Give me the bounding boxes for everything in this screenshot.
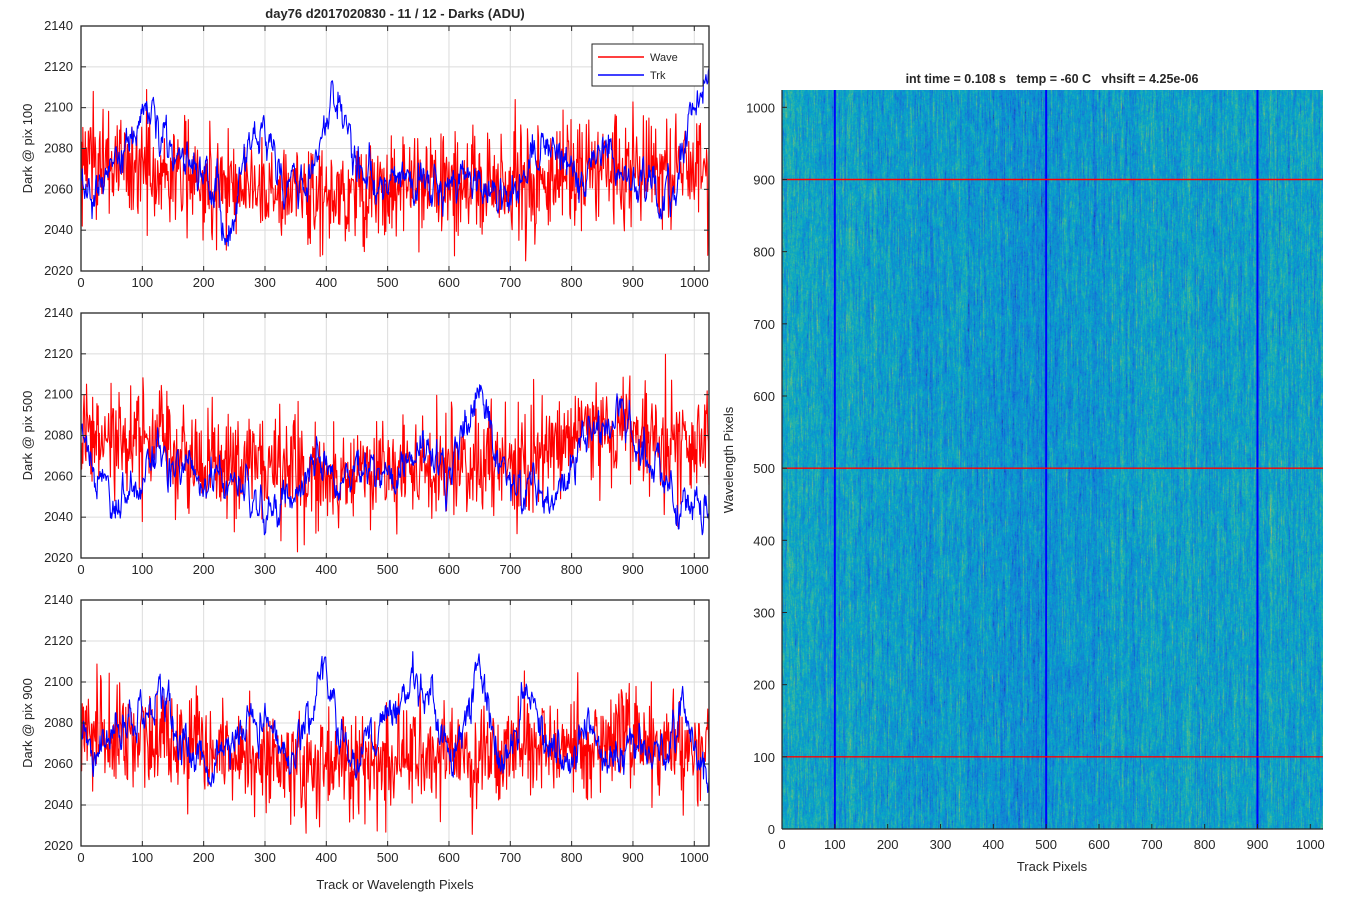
x-tick-label: 0 <box>77 850 84 865</box>
x-tick-label: 400 <box>315 275 337 290</box>
y-tick-label: 2100 <box>44 100 73 115</box>
dark-pix-500-plot: 0 100 200 300 400 500 600 700 800 900 1000 2020 2040… <box>20 305 710 577</box>
legend-box <box>591 43 704 87</box>
x-tick-label: 700 <box>499 562 521 577</box>
x-tick-label: 800 <box>561 562 583 577</box>
x-tick-label: 100 <box>131 850 153 865</box>
heatmap-y-axis-label: Wavelength Pixels <box>721 406 736 513</box>
y-tick-label: 2120 <box>44 346 73 361</box>
x-tick-label: 300 <box>930 837 952 852</box>
x-tick-label: 900 <box>622 275 644 290</box>
x-tick-label: 500 <box>377 562 399 577</box>
y-tick-label: 2080 <box>44 715 73 730</box>
y-tick-label: 2140 <box>44 305 73 320</box>
y-tick-label: 2040 <box>44 222 73 237</box>
y-tick-label: 700 <box>753 317 775 332</box>
y-axis-label: Dark @ pix 900 <box>20 678 35 768</box>
x-tick-label: 600 <box>1088 837 1110 852</box>
series-wave-line <box>80 89 710 262</box>
y-tick-label: 2140 <box>44 592 73 607</box>
y-axis-label: Dark @ pix 500 <box>20 391 35 481</box>
y-tick-label: 2060 <box>44 181 73 196</box>
y-tick-label: 2040 <box>44 797 73 812</box>
x-tick-label: 1000 <box>680 275 709 290</box>
x-tick-label: 200 <box>193 562 215 577</box>
y-tick-label: 2060 <box>44 756 73 771</box>
y-tick-label: 2020 <box>44 838 73 853</box>
y-tick-label: 2080 <box>44 141 73 156</box>
x-tick-label: 200 <box>877 837 899 852</box>
x-tick-label: 0 <box>77 562 84 577</box>
y-tick-label: 2140 <box>44 18 73 33</box>
legend-trk-label: Trk <box>650 70 666 82</box>
y-tick-label: 2020 <box>44 263 73 278</box>
x-tick-label: 400 <box>315 562 337 577</box>
y-tick-label: 2120 <box>44 633 73 648</box>
x-tick-label: 100 <box>131 275 153 290</box>
x-tick-label: 300 <box>254 562 276 577</box>
legend-wave-label: Wave <box>650 52 678 64</box>
x-tick-label: 1000 <box>680 850 709 865</box>
left-x-axis-label: Track or Wavelength Pixels <box>316 877 474 892</box>
y-tick-label: 2100 <box>44 387 73 402</box>
y-tick-label: 800 <box>753 245 775 260</box>
x-tick-label: 300 <box>254 850 276 865</box>
y-tick-label: 900 <box>753 172 775 187</box>
x-tick-label: 700 <box>499 850 521 865</box>
x-tick-label: 500 <box>1035 837 1057 852</box>
heatmap-x-axis-label: Track Pixels <box>1017 859 1088 874</box>
x-tick-label: 100 <box>824 837 846 852</box>
x-tick-label: 500 <box>377 275 399 290</box>
x-tick-label: 900 <box>1247 837 1269 852</box>
x-tick-label: 800 <box>561 275 583 290</box>
x-tick-label: 600 <box>438 275 460 290</box>
y-tick-label: 2060 <box>44 468 73 483</box>
x-tick-label: 600 <box>438 850 460 865</box>
x-tick-label: 1000 <box>1296 837 1325 852</box>
y-tick-label: 1000 <box>746 100 775 115</box>
series-trk-line <box>80 68 710 247</box>
x-tick-label: 600 <box>438 562 460 577</box>
heatmap-title: int time = 0.108 s temp = -60 C vhsift =… <box>906 72 1199 86</box>
heatmap-image <box>782 90 1323 829</box>
series-trk-line <box>80 384 710 536</box>
legend[interactable]: Wave Trk <box>591 43 704 87</box>
x-tick-label: 900 <box>622 562 644 577</box>
y-tick-label: 400 <box>753 533 775 548</box>
x-tick-label: 200 <box>193 275 215 290</box>
x-tick-label: 300 <box>254 275 276 290</box>
x-tick-label: 0 <box>77 275 84 290</box>
x-tick-label: 1000 <box>680 562 709 577</box>
y-tick-label: 300 <box>753 605 775 620</box>
dark-frame-heatmap: 0 100 200 300 400 500 600 700 800 900 1000 0 100 200 3… <box>746 90 1325 852</box>
x-tick-label: 800 <box>561 850 583 865</box>
y-axis-label: Dark @ pix 100 <box>20 104 35 194</box>
x-tick-label: 500 <box>377 850 399 865</box>
x-tick-label: 900 <box>622 850 644 865</box>
y-tick-label: 0 <box>768 822 775 837</box>
x-tick-label: 700 <box>499 275 521 290</box>
x-tick-label: 400 <box>982 837 1004 852</box>
y-tick-label: 100 <box>753 750 775 765</box>
x-tick-label: 700 <box>1141 837 1163 852</box>
y-tick-label: 2080 <box>44 428 73 443</box>
x-tick-label: 800 <box>1194 837 1216 852</box>
left-plot-title: day76 d2017020830 - 11 / 12 - Darks (ADU… <box>265 6 524 21</box>
x-tick-label: 400 <box>315 850 337 865</box>
y-tick-label: 200 <box>753 678 775 693</box>
y-tick-label: 2100 <box>44 674 73 689</box>
series-wave-line <box>80 663 710 835</box>
series-trk-line <box>80 651 710 794</box>
dark-pix-900-plot: 0 100 200 300 400 500 600 700 800 900 1000 2020 2040… <box>20 592 710 865</box>
x-tick-label: 200 <box>193 850 215 865</box>
y-tick-label: 500 <box>753 461 775 476</box>
y-tick-label: 600 <box>753 389 775 404</box>
y-tick-label: 2020 <box>44 550 73 565</box>
y-tick-label: 2040 <box>44 509 73 524</box>
y-tick-label: 2120 <box>44 59 73 74</box>
x-tick-label: 100 <box>131 562 153 577</box>
x-tick-label: 0 <box>778 837 785 852</box>
